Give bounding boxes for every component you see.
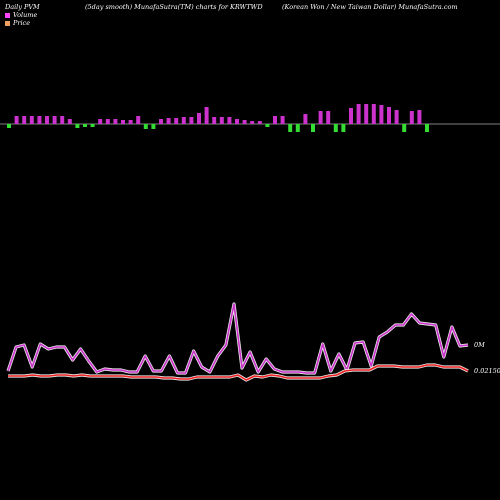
volume-bar (387, 107, 391, 124)
volume-bar (379, 105, 384, 124)
volume-bar (60, 116, 65, 124)
volume-bar (98, 119, 103, 124)
volume-bar (295, 124, 300, 132)
volume-bar (273, 116, 277, 124)
volume-bar (212, 117, 217, 124)
volume-bar (75, 124, 80, 128)
volume-bar (242, 120, 247, 124)
legend-swatch-volume (5, 12, 10, 18)
volume-bar (356, 104, 361, 124)
volume-bar (151, 124, 156, 129)
volume-bar (204, 107, 209, 124)
volume-bar (371, 104, 376, 124)
volume-bar (7, 124, 11, 128)
volume-bar (402, 124, 407, 132)
volume-bar (235, 119, 239, 124)
volume-bar (90, 124, 95, 127)
volume-bar (409, 111, 414, 124)
volume-bar (174, 118, 179, 124)
volume-bar (326, 111, 331, 124)
volume-bar (425, 124, 429, 132)
price-line (8, 364, 469, 381)
volume-bar (52, 116, 57, 124)
volume-bar (37, 116, 42, 124)
volume-bar (280, 116, 285, 124)
volume-bar (364, 104, 369, 124)
volume-bar (341, 124, 346, 132)
volume-bar (22, 116, 27, 124)
volume-bar (14, 116, 19, 124)
volume-bar (159, 119, 163, 124)
volume-bar (67, 119, 72, 124)
chart-header-left: Daily PVM (5, 3, 40, 11)
volume-bar (250, 121, 255, 124)
volume-bar (29, 116, 34, 124)
volume-bar (128, 120, 133, 124)
volume-bar (303, 114, 308, 124)
volume-bar (265, 124, 270, 127)
volume-bar (219, 117, 224, 124)
legend-swatch-price (5, 20, 10, 26)
volume-bar (311, 124, 315, 132)
volume-bar (105, 119, 110, 124)
volume-bar (136, 116, 141, 124)
price-end-label: 0.02150 (474, 367, 500, 375)
volume-bar (333, 124, 338, 132)
volume-bar (45, 116, 49, 124)
legend-label-volume: Volume (13, 11, 38, 19)
volume-bar (257, 121, 262, 124)
volume-bar (189, 117, 194, 124)
volume-bar (143, 124, 148, 129)
chart-header-right: (Korean Won / New Taiwan Dollar) MunafaS… (282, 3, 458, 11)
legend-item-price: Price (5, 19, 30, 27)
volume-end-label: 0M (474, 341, 485, 349)
volume-bar (288, 124, 293, 132)
volume-bar (227, 117, 232, 124)
volume-bar (349, 108, 353, 124)
volume-bar (318, 111, 323, 124)
volume-bar (166, 118, 171, 124)
legend-item-volume: Volume (5, 11, 37, 19)
volume-line (7, 303, 469, 374)
volume-bar (181, 117, 186, 124)
volume-bar (83, 124, 87, 127)
legend-label-price: Price (13, 19, 31, 27)
volume-bar (394, 110, 399, 124)
volume-bar (113, 119, 118, 124)
volume-bar (121, 120, 125, 124)
chart-title: (5day smooth) MunafaSutra(TM) charts for… (85, 3, 263, 11)
volume-bar (417, 110, 422, 124)
volume-bar (197, 113, 201, 124)
